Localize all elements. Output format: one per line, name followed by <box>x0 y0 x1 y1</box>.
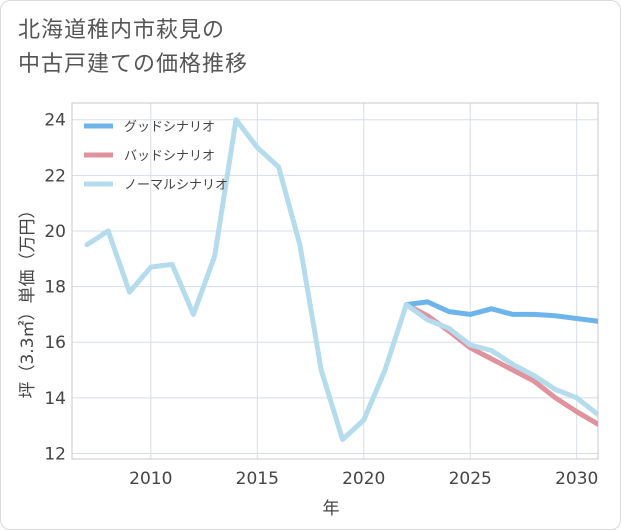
x-tick-label: 2025 <box>449 469 492 489</box>
series-line-2 <box>84 117 598 442</box>
x-tick-labels: 2010 2015 2020 2025 2030 <box>129 469 598 489</box>
plot-frame <box>71 102 599 460</box>
y-axis-label: 坪（3.3㎡）単価（万円） <box>18 201 38 398</box>
x-tick-label: 2010 <box>129 469 172 489</box>
chart-title: 北海道稚内市萩見の 中古戸建ての価格推移 <box>18 14 578 82</box>
series-line-0 <box>403 299 598 324</box>
y-tick-label: 24 <box>44 111 66 131</box>
y-tick-labels: 12 14 16 18 20 22 24 <box>44 111 66 465</box>
y-tick-label: 18 <box>44 278 66 298</box>
y-tick-label: 14 <box>44 389 66 409</box>
x-tick-label: 2015 <box>236 469 279 489</box>
x-axis-label: 年 <box>323 499 340 519</box>
chart-title-line-2: 中古戸建ての価格推移 <box>18 52 249 77</box>
x-tick-label: 2030 <box>555 469 598 489</box>
chart-title-line-1: 北海道稚内市萩見の <box>18 18 226 43</box>
grid-lines <box>72 103 598 459</box>
series-lines <box>84 117 598 442</box>
x-tick-label: 2020 <box>342 469 385 489</box>
y-tick-label: 22 <box>44 166 66 186</box>
legend-label: グッドシナリオ <box>124 120 215 135</box>
legend-label: バッドシナリオ <box>124 149 215 164</box>
y-tick-label: 16 <box>44 333 66 353</box>
y-tick-label: 20 <box>44 222 66 242</box>
legend-label: ノーマルシナリオ <box>124 178 228 193</box>
y-tick-label: 12 <box>44 444 66 464</box>
